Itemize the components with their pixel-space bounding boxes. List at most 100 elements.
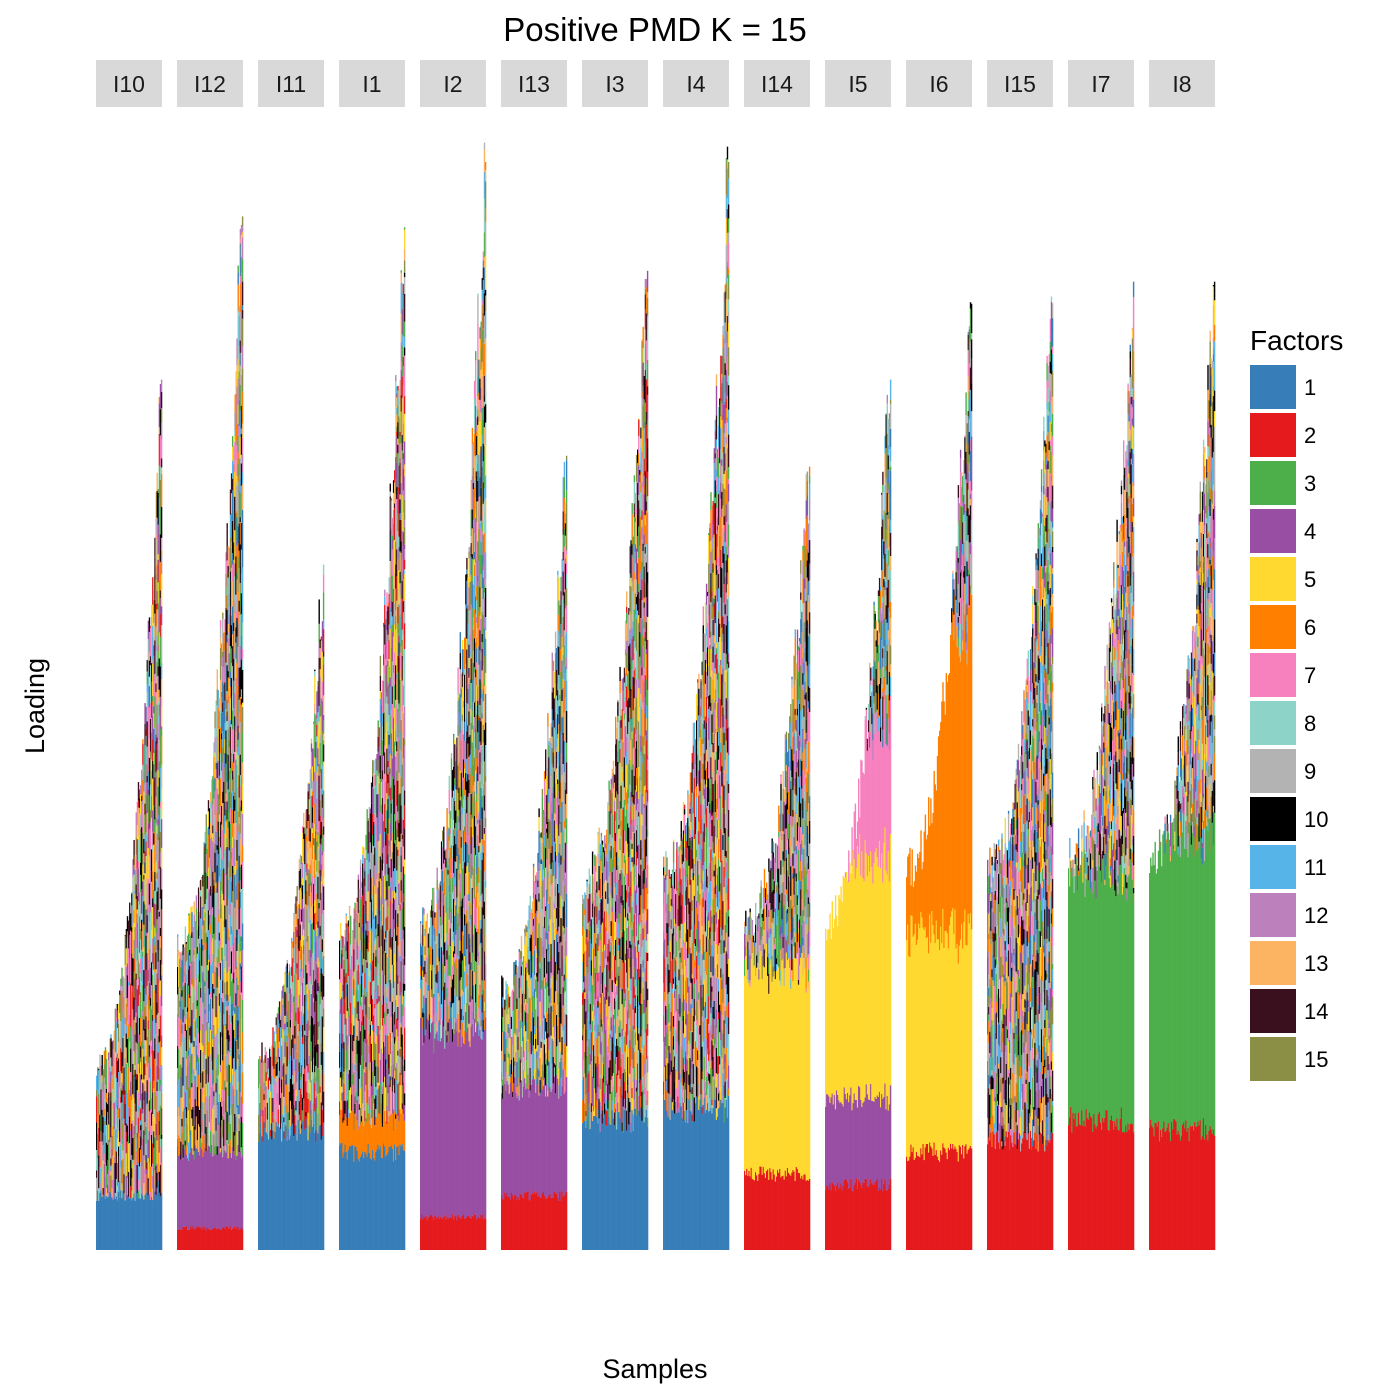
bar-segment [394,508,396,540]
bar-segment [211,888,213,910]
bar-segment [241,391,244,424]
bar-segment [238,1065,240,1084]
bar-segment [313,1034,315,1058]
bar-segment [241,237,244,259]
bar-segment [237,435,239,453]
bar-segment [384,1076,386,1111]
bar-segment [157,610,159,625]
bar-segment [222,791,224,804]
bar-segment [383,713,385,740]
bar-segment [318,705,320,722]
bar-segment [142,1082,144,1110]
bar-segment [373,952,375,981]
bar-segment [376,770,378,795]
bar-segment [373,1127,375,1158]
bar-segment [137,861,140,869]
bar-segment [147,771,150,790]
bar-segment [375,1108,377,1117]
bar-segment [318,966,320,987]
bar-segment [346,922,349,924]
bar-segment [305,904,307,939]
bar-segment [195,930,198,959]
bar-segment [146,1170,148,1191]
bar-segment [340,963,342,983]
bar-segment [188,1110,190,1143]
bar-segment [241,702,244,708]
bar-segment [148,631,151,653]
bar-segment [275,1098,277,1122]
bar-segment [367,1104,369,1114]
bar-segment [136,1016,139,1044]
bar-segment [309,828,312,842]
bar-segment [158,1110,161,1121]
bar-segment [183,1070,185,1093]
bar-segment [319,648,321,658]
bar-segment [153,805,155,834]
bar-segment [160,625,163,637]
bar-segment [297,918,299,949]
bar-segment [196,1116,199,1140]
bar-segment [304,1034,306,1059]
bar-segment [316,964,318,995]
bar-segment [400,872,402,881]
bar-segment [232,890,234,903]
bar-segment [230,792,233,824]
bar-segment [189,1035,191,1040]
bar-segment [359,859,362,867]
bar-segment [399,403,401,420]
bar-segment [397,927,399,946]
bar-segment [192,1154,194,1227]
bar-segment [147,1139,150,1159]
bar-segment [377,924,379,937]
bar-segment [369,981,372,1005]
bar-segment [225,1131,227,1146]
bar-segment [152,851,154,872]
bar-segment [146,660,148,672]
bar-segment [201,1090,203,1119]
bar-segment [227,729,229,755]
bar-segment [195,1018,198,1046]
bar-segment [400,1027,402,1047]
bar-segment [159,598,162,614]
bar-segment [348,964,351,995]
bar-segment [208,1026,211,1060]
bar-segment [392,1069,395,1086]
bar-segment [226,1065,228,1082]
bar-segment [318,683,320,706]
bar-segment [383,755,385,782]
bar-segment [151,817,153,850]
bar-segment [305,1128,307,1250]
bar-segment [356,1013,358,1036]
bar-segment [227,1050,229,1064]
bar-segment [322,826,325,835]
bar-segment [222,643,224,652]
bar-segment [182,1111,184,1145]
bar-segment [119,1000,121,1013]
bar-segment [316,741,318,772]
bar-segment [107,1144,109,1161]
bar-segment [237,984,239,991]
bar-segment [280,1087,282,1098]
bar-segment [311,875,314,904]
bar-segment [108,1052,110,1061]
bar-segment [320,1102,323,1123]
bar-segment [147,959,150,970]
bar-segment [389,947,391,974]
bar-segment [403,779,406,791]
bar-segment [401,908,404,930]
bar-segment [127,920,130,949]
bar-segment [298,904,301,936]
bar-segment [188,915,190,934]
bar-segment [212,833,214,842]
bar-segment [392,480,395,493]
bar-segment [189,965,191,999]
bar-segment [235,1116,237,1131]
bar-segment [310,1109,313,1120]
bar-segment [318,938,320,962]
bar-segment [230,1114,233,1147]
bar-segment [157,554,159,560]
bar-segment [391,1077,394,1092]
bar-segment [385,624,387,659]
bar-segment [309,782,312,810]
bar-segment [392,560,395,589]
